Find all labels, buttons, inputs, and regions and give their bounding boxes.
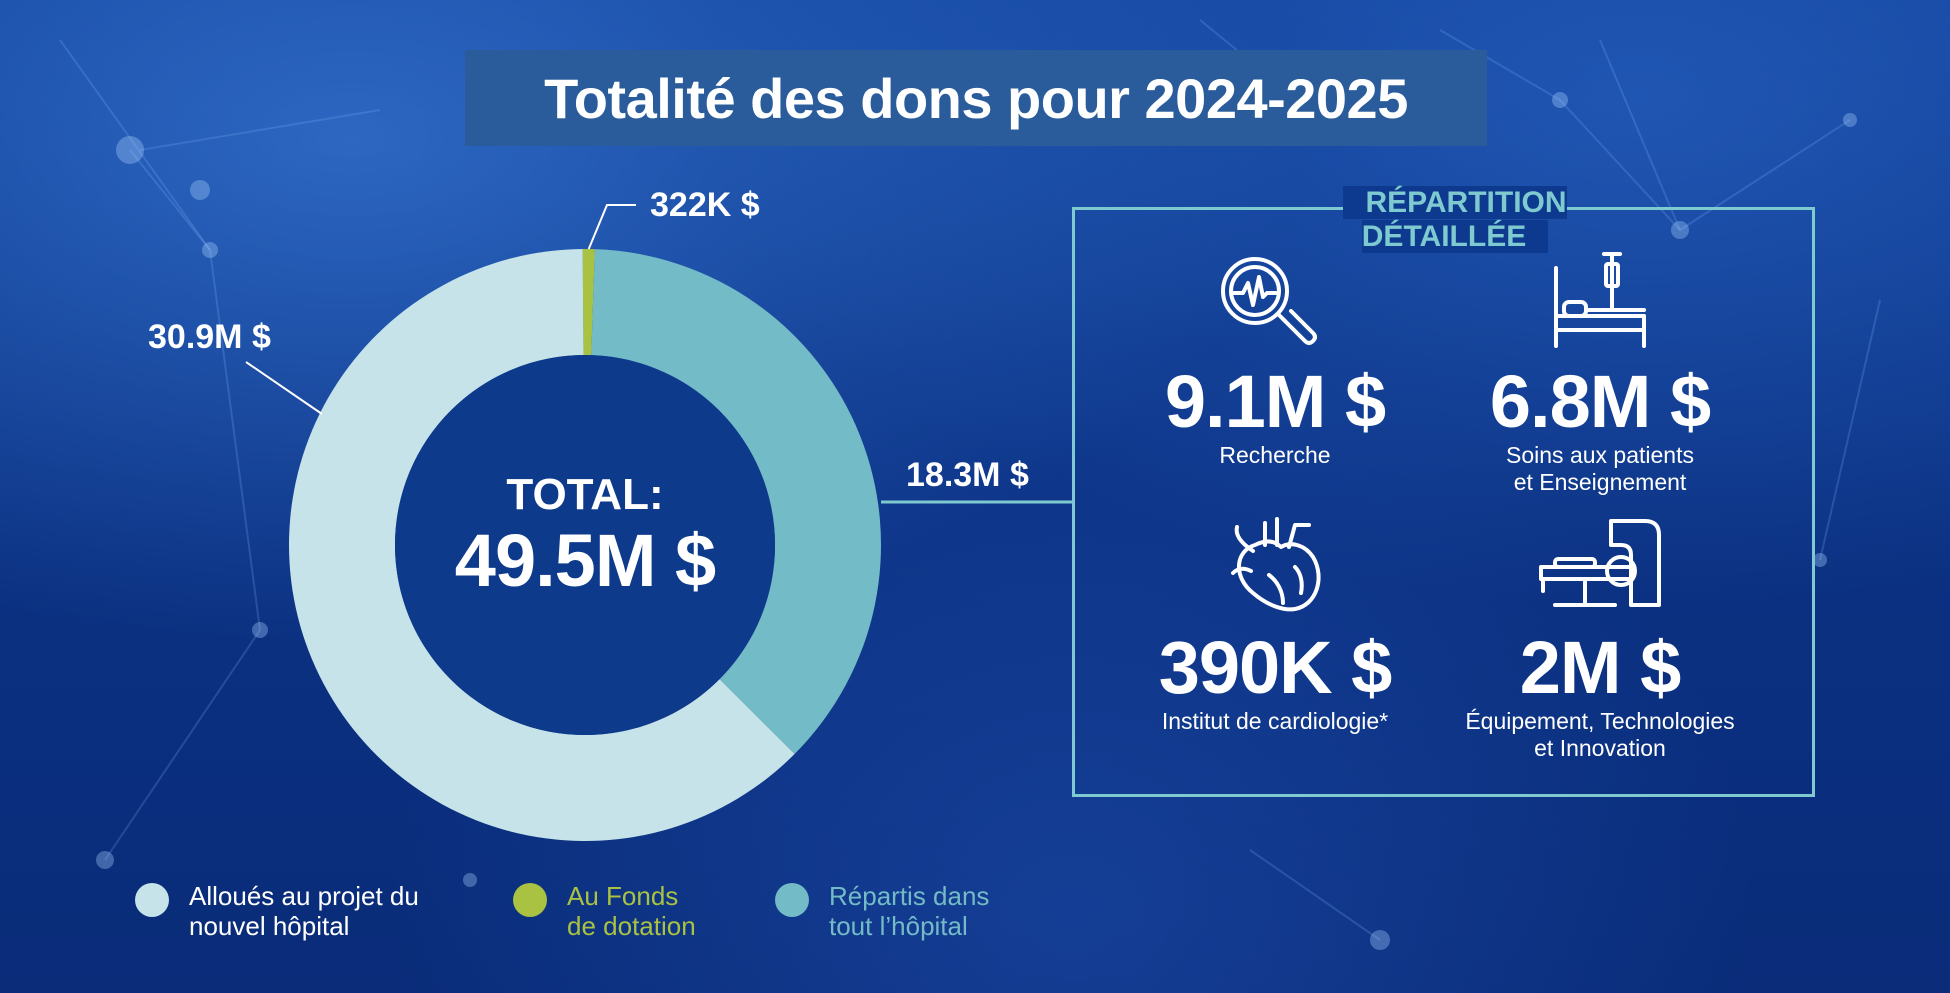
detail-label: Équipement, Technologies et Innovation	[1465, 708, 1735, 761]
slice-new-hospital	[289, 249, 795, 841]
detail-amount: 9.1M $	[1164, 360, 1386, 443]
page-title: Totalité des dons pour 2024-2025	[544, 66, 1408, 130]
detail-label: Soins aux patients et Enseignement	[1506, 442, 1694, 495]
legend-label: Au Fonds de dotation	[567, 881, 696, 941]
slice-hospital-wide	[591, 249, 882, 755]
detail-amount: 390K $	[1158, 626, 1393, 709]
slice-label-hospital-wide: 18.3M $	[906, 456, 1029, 494]
donut-hole	[395, 355, 775, 735]
detail-item-patient-care: 6.8M $ Soins aux patients et Enseignemen…	[1415, 362, 1785, 496]
legend-item-hospital-wide: Répartis dans tout l’hôpital	[775, 881, 989, 941]
leader-endowment	[587, 204, 636, 250]
legend-swatch	[775, 883, 809, 917]
detail-item-equipment: 2M $ Équipement, Technologies et Innovat…	[1415, 628, 1785, 762]
detail-item-cardiology: 390K $ Institut de cardiologie*	[1090, 628, 1460, 735]
detail-amount: 2M $	[1519, 626, 1682, 709]
detail-item-research: 9.1M $ Recherche	[1090, 362, 1460, 469]
detail-label: Institut de cardiologie*	[1161, 708, 1389, 734]
legend-item-new-hospital: Alloués au projet du nouvel hôpital	[135, 881, 419, 941]
mri-scanner-icon	[1539, 519, 1661, 607]
magnifier-heartbeat-icon	[1221, 257, 1317, 345]
legend-item-endowment: Au Fonds de dotation	[513, 881, 696, 941]
legend-swatch	[513, 883, 547, 917]
heart-icon	[1231, 517, 1321, 612]
detail-title: RÉPARTITION DÉTAILLÉE	[1250, 186, 1660, 254]
detail-amount: 6.8M $	[1489, 360, 1711, 443]
total-caption: TOTAL:	[506, 470, 664, 519]
slice-label-endowment: 322K $	[650, 186, 760, 224]
total-value: 49.5M $	[454, 519, 716, 602]
legend-label: Alloués au projet du nouvel hôpital	[189, 881, 419, 941]
chart-center-label: TOTAL: 49.5M $	[405, 470, 765, 602]
legend-swatch	[135, 883, 169, 917]
leader-new-hospital	[245, 361, 323, 415]
legend-label: Répartis dans tout l’hôpital	[829, 881, 990, 941]
detail-label: Recherche	[1219, 442, 1331, 468]
slice-endowment	[582, 249, 595, 356]
slice-label-new-hospital: 30.9M $	[148, 318, 271, 356]
title-banner: Totalité des dons pour 2024-2025	[465, 50, 1487, 146]
hospital-bed-iv-icon	[1554, 252, 1646, 348]
